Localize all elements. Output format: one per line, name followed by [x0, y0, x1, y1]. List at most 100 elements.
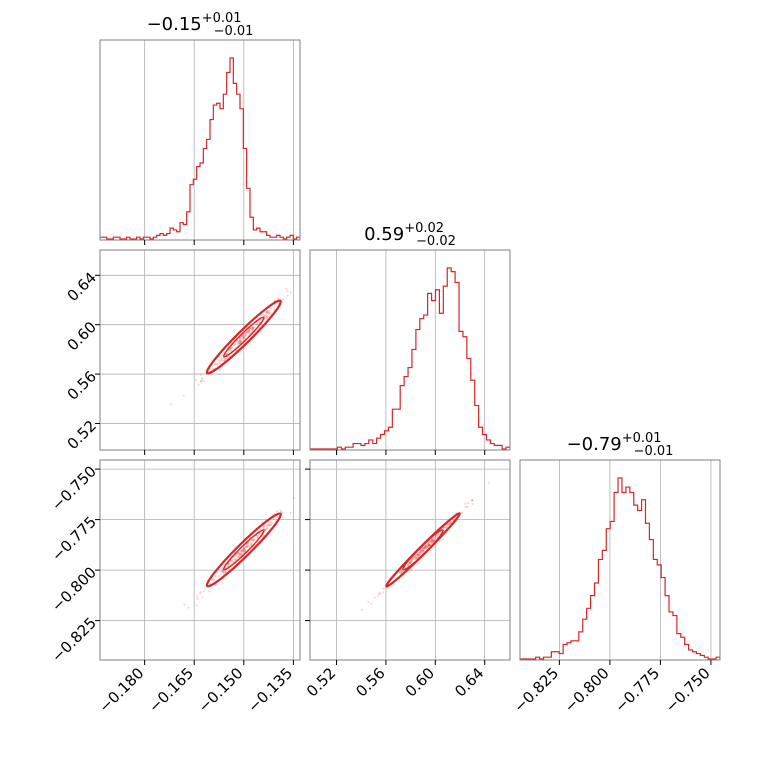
- sample-point: [260, 313, 263, 316]
- sample-point: [414, 556, 417, 559]
- sample-point: [416, 554, 419, 557]
- sample-point: [416, 552, 419, 556]
- sample-point: [228, 562, 231, 565]
- sample-point: [252, 539, 255, 542]
- sample-point: [422, 547, 426, 550]
- sample-point: [471, 499, 474, 502]
- sample-point: [416, 551, 419, 555]
- sample-point: [194, 379, 198, 382]
- sample-point: [425, 546, 429, 549]
- sample-point: [276, 297, 279, 300]
- sample-point: [239, 340, 242, 343]
- sample-point: [243, 549, 246, 552]
- panel-1-1: [309, 249, 511, 455]
- sample-point: [272, 306, 276, 309]
- sample-point: [432, 539, 435, 542]
- sample-point: [265, 309, 269, 313]
- x-tick-label: 0.52: [303, 664, 339, 700]
- sample-point: [256, 534, 259, 538]
- sample-point: [264, 317, 267, 320]
- sample-point: [249, 327, 252, 330]
- sample-point: [229, 348, 232, 351]
- sample-point: [370, 602, 373, 605]
- sample-point: [240, 549, 243, 552]
- sample-point: [242, 547, 246, 550]
- sample-point: [265, 316, 268, 319]
- sample-point: [424, 543, 427, 546]
- sample-point: [276, 515, 279, 519]
- sample-point: [267, 312, 270, 315]
- sample-point: [255, 323, 259, 326]
- y-tick-label: −0.775: [48, 513, 100, 565]
- title-minus: −0.01: [634, 444, 674, 459]
- sample-point: [414, 557, 418, 561]
- sample-point: [418, 549, 421, 553]
- sample-point: [406, 564, 409, 568]
- sample-point: [222, 357, 225, 360]
- sample-point: [423, 545, 427, 548]
- sample-point: [428, 544, 431, 547]
- sample-point: [235, 557, 238, 560]
- sample-point: [241, 337, 244, 340]
- x-tick-label: −0.800: [561, 664, 613, 716]
- sample-point: [471, 502, 474, 506]
- sample-point: [221, 570, 224, 573]
- sample-point: [461, 511, 464, 514]
- sample-point: [415, 553, 418, 556]
- sample-point: [426, 544, 429, 547]
- x-tick-label: 0.60: [402, 664, 438, 700]
- sample-point: [170, 403, 173, 406]
- sample-point: [198, 592, 202, 595]
- sample-point: [201, 378, 204, 381]
- sample-point: [240, 340, 243, 343]
- sample-point: [409, 559, 412, 562]
- sample-point: [301, 280, 303, 282]
- sample-point: [246, 543, 250, 546]
- sample-point: [248, 329, 251, 332]
- sample-point: [267, 524, 270, 527]
- sample-point: [448, 522, 451, 525]
- y-tick-label: −0.800: [48, 563, 100, 615]
- sample-point: [247, 329, 250, 332]
- sample-point: [434, 536, 437, 539]
- sample-point: [420, 552, 423, 555]
- sample-point: [270, 522, 273, 525]
- sample-point: [273, 308, 276, 311]
- sample-point: [241, 334, 244, 337]
- panel-frame: [309, 459, 511, 661]
- sample-point: [445, 526, 448, 529]
- sample-point: [242, 547, 245, 550]
- sample-point: [382, 591, 385, 594]
- sample-point: [267, 312, 270, 315]
- sample-point: [256, 536, 259, 539]
- sample-point: [224, 571, 227, 574]
- sample-point: [238, 341, 242, 344]
- sample-point: [265, 314, 268, 318]
- sample-point: [236, 342, 240, 346]
- sample-point: [428, 543, 431, 546]
- y-tick-label: 0.56: [64, 367, 100, 403]
- sample-point: [220, 355, 223, 358]
- sample-point: [422, 549, 425, 553]
- sample-point: [263, 313, 266, 316]
- sample-point: [201, 596, 204, 599]
- sample-point: [227, 563, 230, 566]
- sample-point: [430, 540, 433, 543]
- sample-point: [253, 538, 256, 541]
- sample-point: [227, 565, 230, 568]
- sample-point: [437, 533, 440, 536]
- sample-point: [410, 560, 413, 563]
- panel-title-2: −0.79+0.01 −0.01: [567, 431, 674, 459]
- sample-point: [464, 505, 467, 508]
- sample-point: [242, 336, 245, 339]
- x-tick-label: −0.775: [611, 664, 663, 716]
- sample-point: [265, 314, 268, 317]
- sample-point: [464, 502, 467, 505]
- sample-point: [268, 523, 271, 526]
- sample-point: [429, 541, 432, 544]
- x-tick-label: −0.165: [145, 664, 197, 716]
- sample-point: [425, 545, 428, 548]
- sample-point: [214, 362, 217, 366]
- sample-point: [427, 545, 430, 548]
